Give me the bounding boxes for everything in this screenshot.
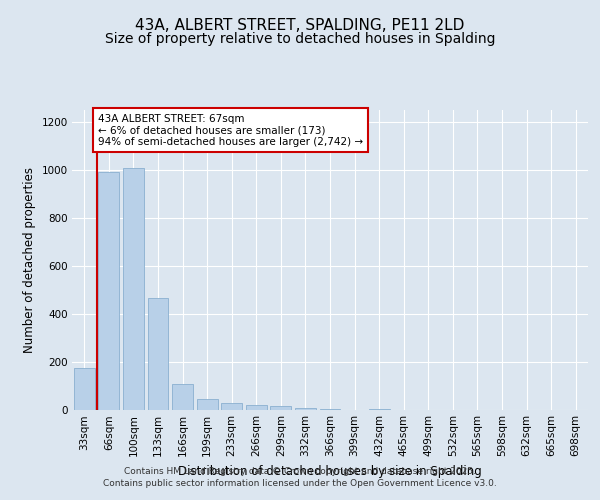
Text: Contains HM Land Registry data © Crown copyright and database right 2025.
Contai: Contains HM Land Registry data © Crown c… <box>103 466 497 487</box>
Bar <box>123 168 144 410</box>
Bar <box>74 368 95 410</box>
Bar <box>148 298 169 410</box>
Y-axis label: Number of detached properties: Number of detached properties <box>23 167 36 353</box>
Bar <box>368 409 389 410</box>
Text: Size of property relative to detached houses in Spalding: Size of property relative to detached ho… <box>105 32 495 46</box>
Bar <box>221 403 242 410</box>
Bar <box>98 172 119 410</box>
Text: 43A, ALBERT STREET, SPALDING, PE11 2LD: 43A, ALBERT STREET, SPALDING, PE11 2LD <box>136 18 464 32</box>
X-axis label: Distribution of detached houses by size in Spalding: Distribution of detached houses by size … <box>178 464 482 477</box>
Bar <box>197 399 218 410</box>
Bar <box>246 405 267 410</box>
Bar <box>271 406 292 410</box>
Text: 43A ALBERT STREET: 67sqm
← 6% of detached houses are smaller (173)
94% of semi-d: 43A ALBERT STREET: 67sqm ← 6% of detache… <box>98 114 363 147</box>
Bar <box>172 384 193 410</box>
Bar <box>320 409 340 410</box>
Bar <box>295 408 316 410</box>
